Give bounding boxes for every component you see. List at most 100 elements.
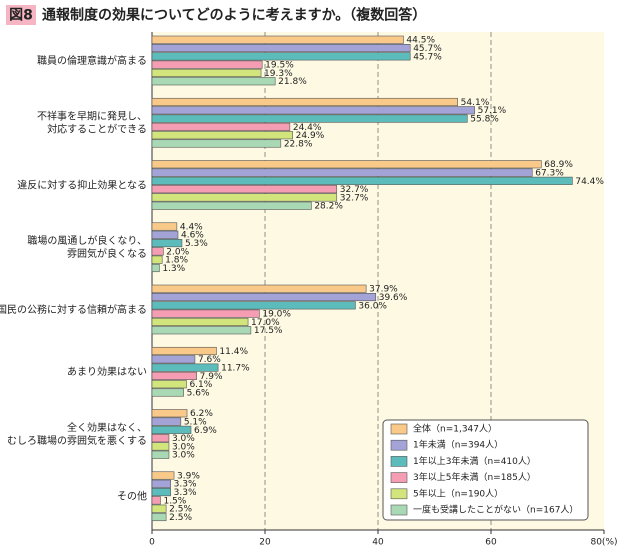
bar (151, 176, 573, 185)
value-label: 5.1% (184, 417, 207, 427)
bar (151, 239, 183, 248)
legend-swatch (390, 456, 408, 467)
value-label: 3.0% (172, 442, 195, 452)
bar (151, 131, 293, 140)
bar (151, 417, 182, 426)
bar (151, 160, 542, 169)
bar (151, 139, 282, 148)
value-label: 17.5% (254, 326, 283, 336)
bar (151, 35, 404, 44)
bar (151, 284, 367, 293)
value-label: 24.9% (296, 131, 325, 141)
value-label: 28.2% (314, 202, 343, 212)
value-label: 44.5% (406, 36, 435, 46)
value-label: 3.3% (174, 480, 197, 490)
value-label: 32.7% (340, 193, 369, 203)
bar (151, 230, 179, 239)
bar (151, 471, 175, 480)
bar (151, 479, 171, 488)
y-tick-label: 職場の風通しが良くなり、雰囲気が良くなる (27, 234, 147, 260)
bar (151, 97, 458, 107)
value-label: 11.4% (219, 347, 248, 357)
figure-label: 図8 (9, 8, 33, 24)
value-label: 54.1% (461, 98, 490, 108)
y-tick-label: 違反に対する抑止効果となる (17, 178, 147, 191)
bar (151, 263, 160, 273)
bar (151, 168, 533, 177)
legend-swatch (390, 423, 408, 435)
bar (151, 355, 196, 364)
value-label: 5.3% (185, 239, 208, 249)
legend-swatch (390, 472, 408, 483)
bar (151, 496, 161, 505)
legend-label: 3年以上5年未満（n=185人） (413, 471, 536, 483)
value-label: 19.0% (262, 310, 291, 320)
bar (151, 292, 377, 302)
bar (151, 185, 338, 194)
value-label: 1.3% (162, 264, 185, 274)
x-tick-label: 20 (259, 538, 271, 548)
legend-swatch (390, 488, 408, 500)
bar (151, 317, 249, 327)
value-label: 11.7% (221, 364, 250, 374)
bar (151, 326, 252, 335)
value-label: 68.9% (544, 160, 573, 170)
value-label: 4.4% (180, 222, 203, 232)
value-label: 55.8% (470, 115, 499, 125)
legend-box (382, 419, 589, 521)
bar (151, 43, 411, 53)
bar (151, 301, 356, 310)
value-label: 7.9% (200, 372, 223, 382)
y-tick-label: 全く効果はなく、むしろ職場の雰囲気を悪くする (7, 421, 147, 447)
value-label: 17.0% (251, 318, 280, 328)
x-tick-label: 0 (149, 538, 155, 548)
figure-label-box (6, 5, 36, 25)
bar (151, 434, 170, 443)
value-label: 19.3% (264, 69, 293, 79)
legend-label: 1年以上3年未満（n=410人） (413, 455, 536, 467)
y-tick-label: 不祥事を早期に発見し、対応することができる (37, 110, 147, 136)
legend-label: 1年未満（n=394人） (413, 439, 503, 451)
value-label: 1.5% (163, 496, 186, 506)
bar (151, 114, 468, 123)
bar (151, 122, 291, 131)
bar (151, 442, 170, 451)
bar (151, 363, 219, 372)
y-tick-label: 職員の倫理意識が高まる (37, 54, 147, 67)
value-label: 67.3% (535, 168, 564, 178)
bar (151, 193, 338, 202)
value-label: 45.7% (413, 52, 442, 62)
bar (151, 488, 171, 497)
y-tick-label: 国民の公務に対する信頼が高まる (0, 303, 147, 316)
x-tick-label: 40 (372, 538, 384, 548)
value-label: 3.9% (177, 471, 200, 481)
bar (151, 247, 164, 256)
legend-label: 全体（n=1,347人） (413, 423, 497, 435)
legend-label: 一度も受講したことがない（n=167人） (413, 504, 578, 516)
chart-title: 通報制度の効果についてどのように考えますか。（複数回答） (42, 7, 426, 24)
value-label: 7.6% (198, 355, 221, 365)
bar (151, 77, 276, 86)
bar (151, 371, 197, 380)
x-tick-label: 80(%) (590, 538, 617, 548)
bar (151, 425, 192, 434)
bar (151, 52, 411, 61)
bar (151, 409, 188, 418)
bar (151, 450, 170, 459)
value-label: 57.1% (478, 106, 507, 116)
x-tick-label: 60 (485, 538, 497, 548)
bar (151, 380, 187, 389)
bar (151, 255, 163, 264)
value-label: 6.9% (194, 426, 217, 436)
value-label: 37.9% (369, 285, 398, 295)
bar (151, 504, 167, 513)
y-tick-label: あまり効果はない (67, 365, 147, 378)
legend-swatch (390, 439, 408, 451)
value-label: 5.6% (187, 388, 210, 398)
value-label: 6.2% (190, 409, 213, 419)
bar (151, 309, 260, 318)
value-label: 2.5% (169, 505, 192, 515)
bar (151, 222, 178, 231)
bar (151, 388, 184, 397)
